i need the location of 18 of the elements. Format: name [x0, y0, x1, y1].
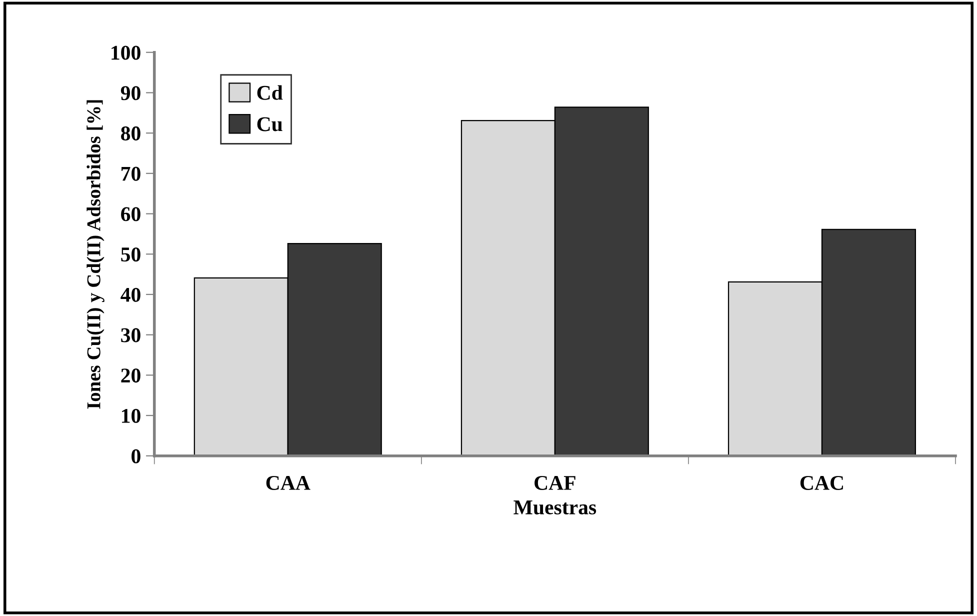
y-tick-label: 10 — [122, 408, 140, 423]
x-tick-label: CAC — [800, 476, 843, 490]
y-tick-label: 50 — [121, 247, 140, 262]
y-tick-label: 20 — [121, 368, 140, 383]
x-axis-title: Muestras — [514, 500, 596, 514]
y-tick-label: 30 — [121, 328, 140, 342]
x-tick-label: CAF — [534, 476, 576, 490]
y-tick-label: 70 — [122, 166, 140, 181]
y-tick-label: 0 — [132, 449, 140, 464]
y-tick-label: 100 — [112, 46, 140, 60]
legend-label: Cd — [257, 85, 283, 100]
y-tick-label: 90 — [120, 86, 140, 100]
y-axis-title: Iones Cu(II) y Cd(II) Adsorbidos [%] — [86, 100, 104, 409]
legend-label: Cu — [257, 117, 282, 132]
y-tick-label: 80 — [121, 126, 140, 140]
y-tick-label: 60 — [121, 207, 140, 222]
x-tick-label: CAA — [266, 476, 310, 490]
y-tick-label: 40 — [120, 288, 140, 302]
